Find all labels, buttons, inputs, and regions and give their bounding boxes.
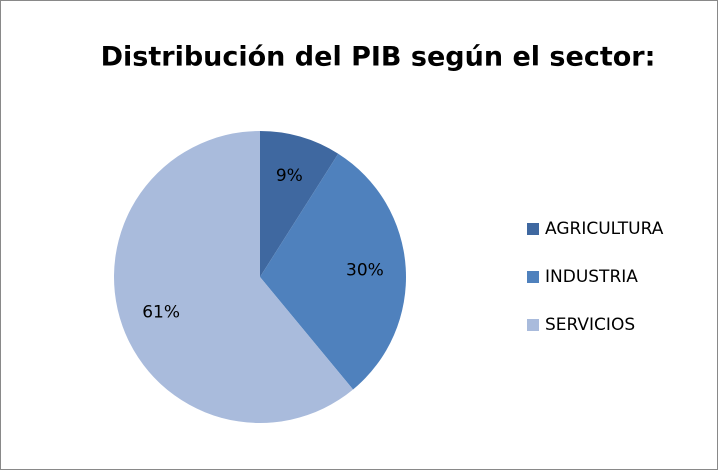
legend-label: SERVICIOS [545, 315, 635, 335]
pie-slice [260, 153, 407, 390]
data-label: 30% [346, 260, 384, 280]
chart-title: Distribución del PIB según el sector: [101, 42, 656, 73]
data-label: 9% [276, 166, 303, 186]
legend-swatch [527, 271, 539, 283]
legend-label: INDUSTRIA [545, 267, 638, 287]
legend-swatch [527, 223, 539, 235]
data-label: 61% [142, 303, 180, 323]
legend-label: AGRICULTURA [545, 219, 664, 239]
pie-slice [113, 131, 354, 423]
pie-slice [260, 131, 339, 277]
legend-swatch [527, 319, 539, 331]
